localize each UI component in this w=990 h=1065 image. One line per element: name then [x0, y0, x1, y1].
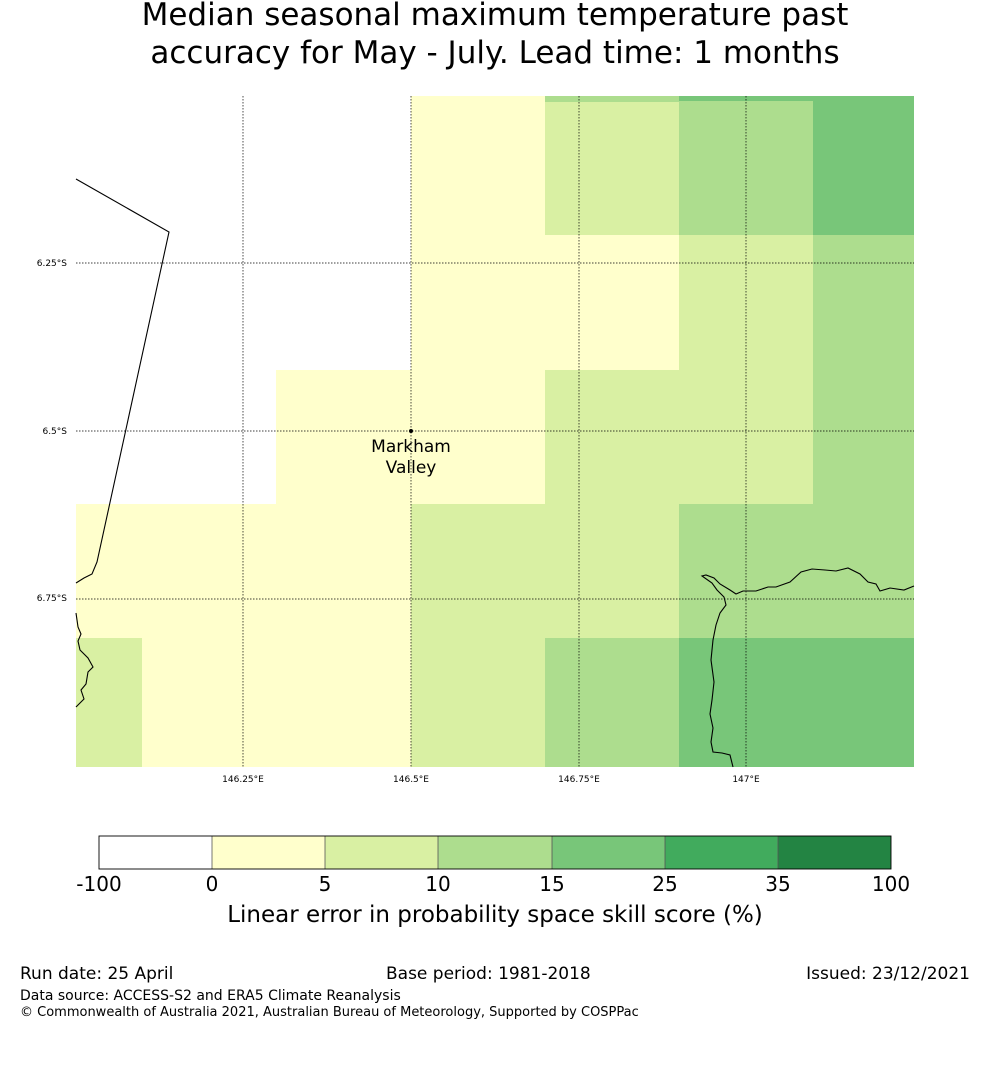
- graticule: [76, 96, 914, 767]
- grid-cell: [411, 638, 545, 767]
- colorbar-swatch: [438, 836, 552, 869]
- colorbar-tick-label: 35: [765, 872, 791, 896]
- colorbar-tick-label: 5: [318, 872, 332, 896]
- lat-tick-label: 6.5°S: [42, 427, 67, 437]
- lon-tick-label: 146.25°E: [222, 775, 264, 785]
- data-source: Data source: ACCESS-S2 and ERA5 Climate …: [20, 988, 401, 1004]
- issued-date: Issued: 23/12/2021: [806, 964, 970, 984]
- grid-cell: [545, 638, 679, 767]
- coastline-west: [75, 612, 94, 708]
- coastlines: [75, 178, 915, 768]
- run-date: Run date: 25 April: [20, 964, 174, 984]
- lon-tick-label: 147°E: [732, 775, 760, 785]
- grid-cell: [813, 235, 914, 504]
- copyright-notice: © Commonwealth of Australia 2021, Austra…: [20, 1005, 639, 1020]
- colorbar-swatch: [325, 836, 438, 869]
- grid-cell: [76, 504, 411, 638]
- base-period: Base period: 1981-2018: [386, 964, 591, 984]
- border-line: [75, 178, 170, 584]
- colorbar-swatch: [552, 836, 665, 869]
- grid-cell: [679, 638, 914, 767]
- grid-cell: [142, 638, 411, 767]
- grid-cell: [545, 235, 679, 370]
- colorbar: [98, 835, 892, 870]
- map-title: Median seasonal maximum temperature past…: [0, 0, 990, 72]
- lon-tick-label: 146.75°E: [558, 775, 600, 785]
- colorbar-tick-label: 10: [425, 872, 451, 896]
- colorbar-tick-label: 0: [205, 872, 219, 896]
- colorbar-swatch: [99, 836, 212, 869]
- grid-cell: [411, 96, 545, 504]
- skill-grid: [76, 96, 914, 767]
- lat-tick-label: 6.25°S: [37, 259, 68, 269]
- grid-cell: [545, 370, 679, 504]
- colorbar-swatch: [778, 836, 891, 869]
- grid-cell: [679, 504, 914, 638]
- grid-cell: [813, 96, 914, 235]
- grid-cell: [545, 102, 679, 235]
- colorbar-swatch: [665, 836, 778, 869]
- lat-tick-label: 6.75°S: [37, 594, 68, 604]
- lon-tick-label: 146.5°E: [393, 775, 429, 785]
- map-title-line1: Median seasonal maximum temperature past: [141, 0, 849, 33]
- place-label-line2: Valley: [386, 458, 437, 478]
- colorbar-swatch: [212, 836, 325, 869]
- colorbar-tick-label: 15: [539, 872, 565, 896]
- grid-cell: [76, 638, 142, 767]
- colorbar-tick-label: 100: [871, 872, 911, 896]
- place-label-line1: Markham: [371, 437, 451, 457]
- map-title-line2: accuracy for May - July. Lead time: 1 mo…: [150, 35, 840, 71]
- grid-cell: [679, 96, 813, 101]
- location-marker: [409, 429, 413, 433]
- grid-cell: [545, 96, 679, 102]
- colorbar-tick-label: -100: [76, 872, 122, 896]
- colorbar-tick-label: 25: [652, 872, 678, 896]
- grid-cell: [276, 370, 411, 504]
- grid-cell: [411, 504, 679, 638]
- colorbar-frame: [98, 835, 892, 870]
- colorbar-title: Linear error in probability space skill …: [227, 902, 763, 928]
- coastline-east: [700, 567, 915, 768]
